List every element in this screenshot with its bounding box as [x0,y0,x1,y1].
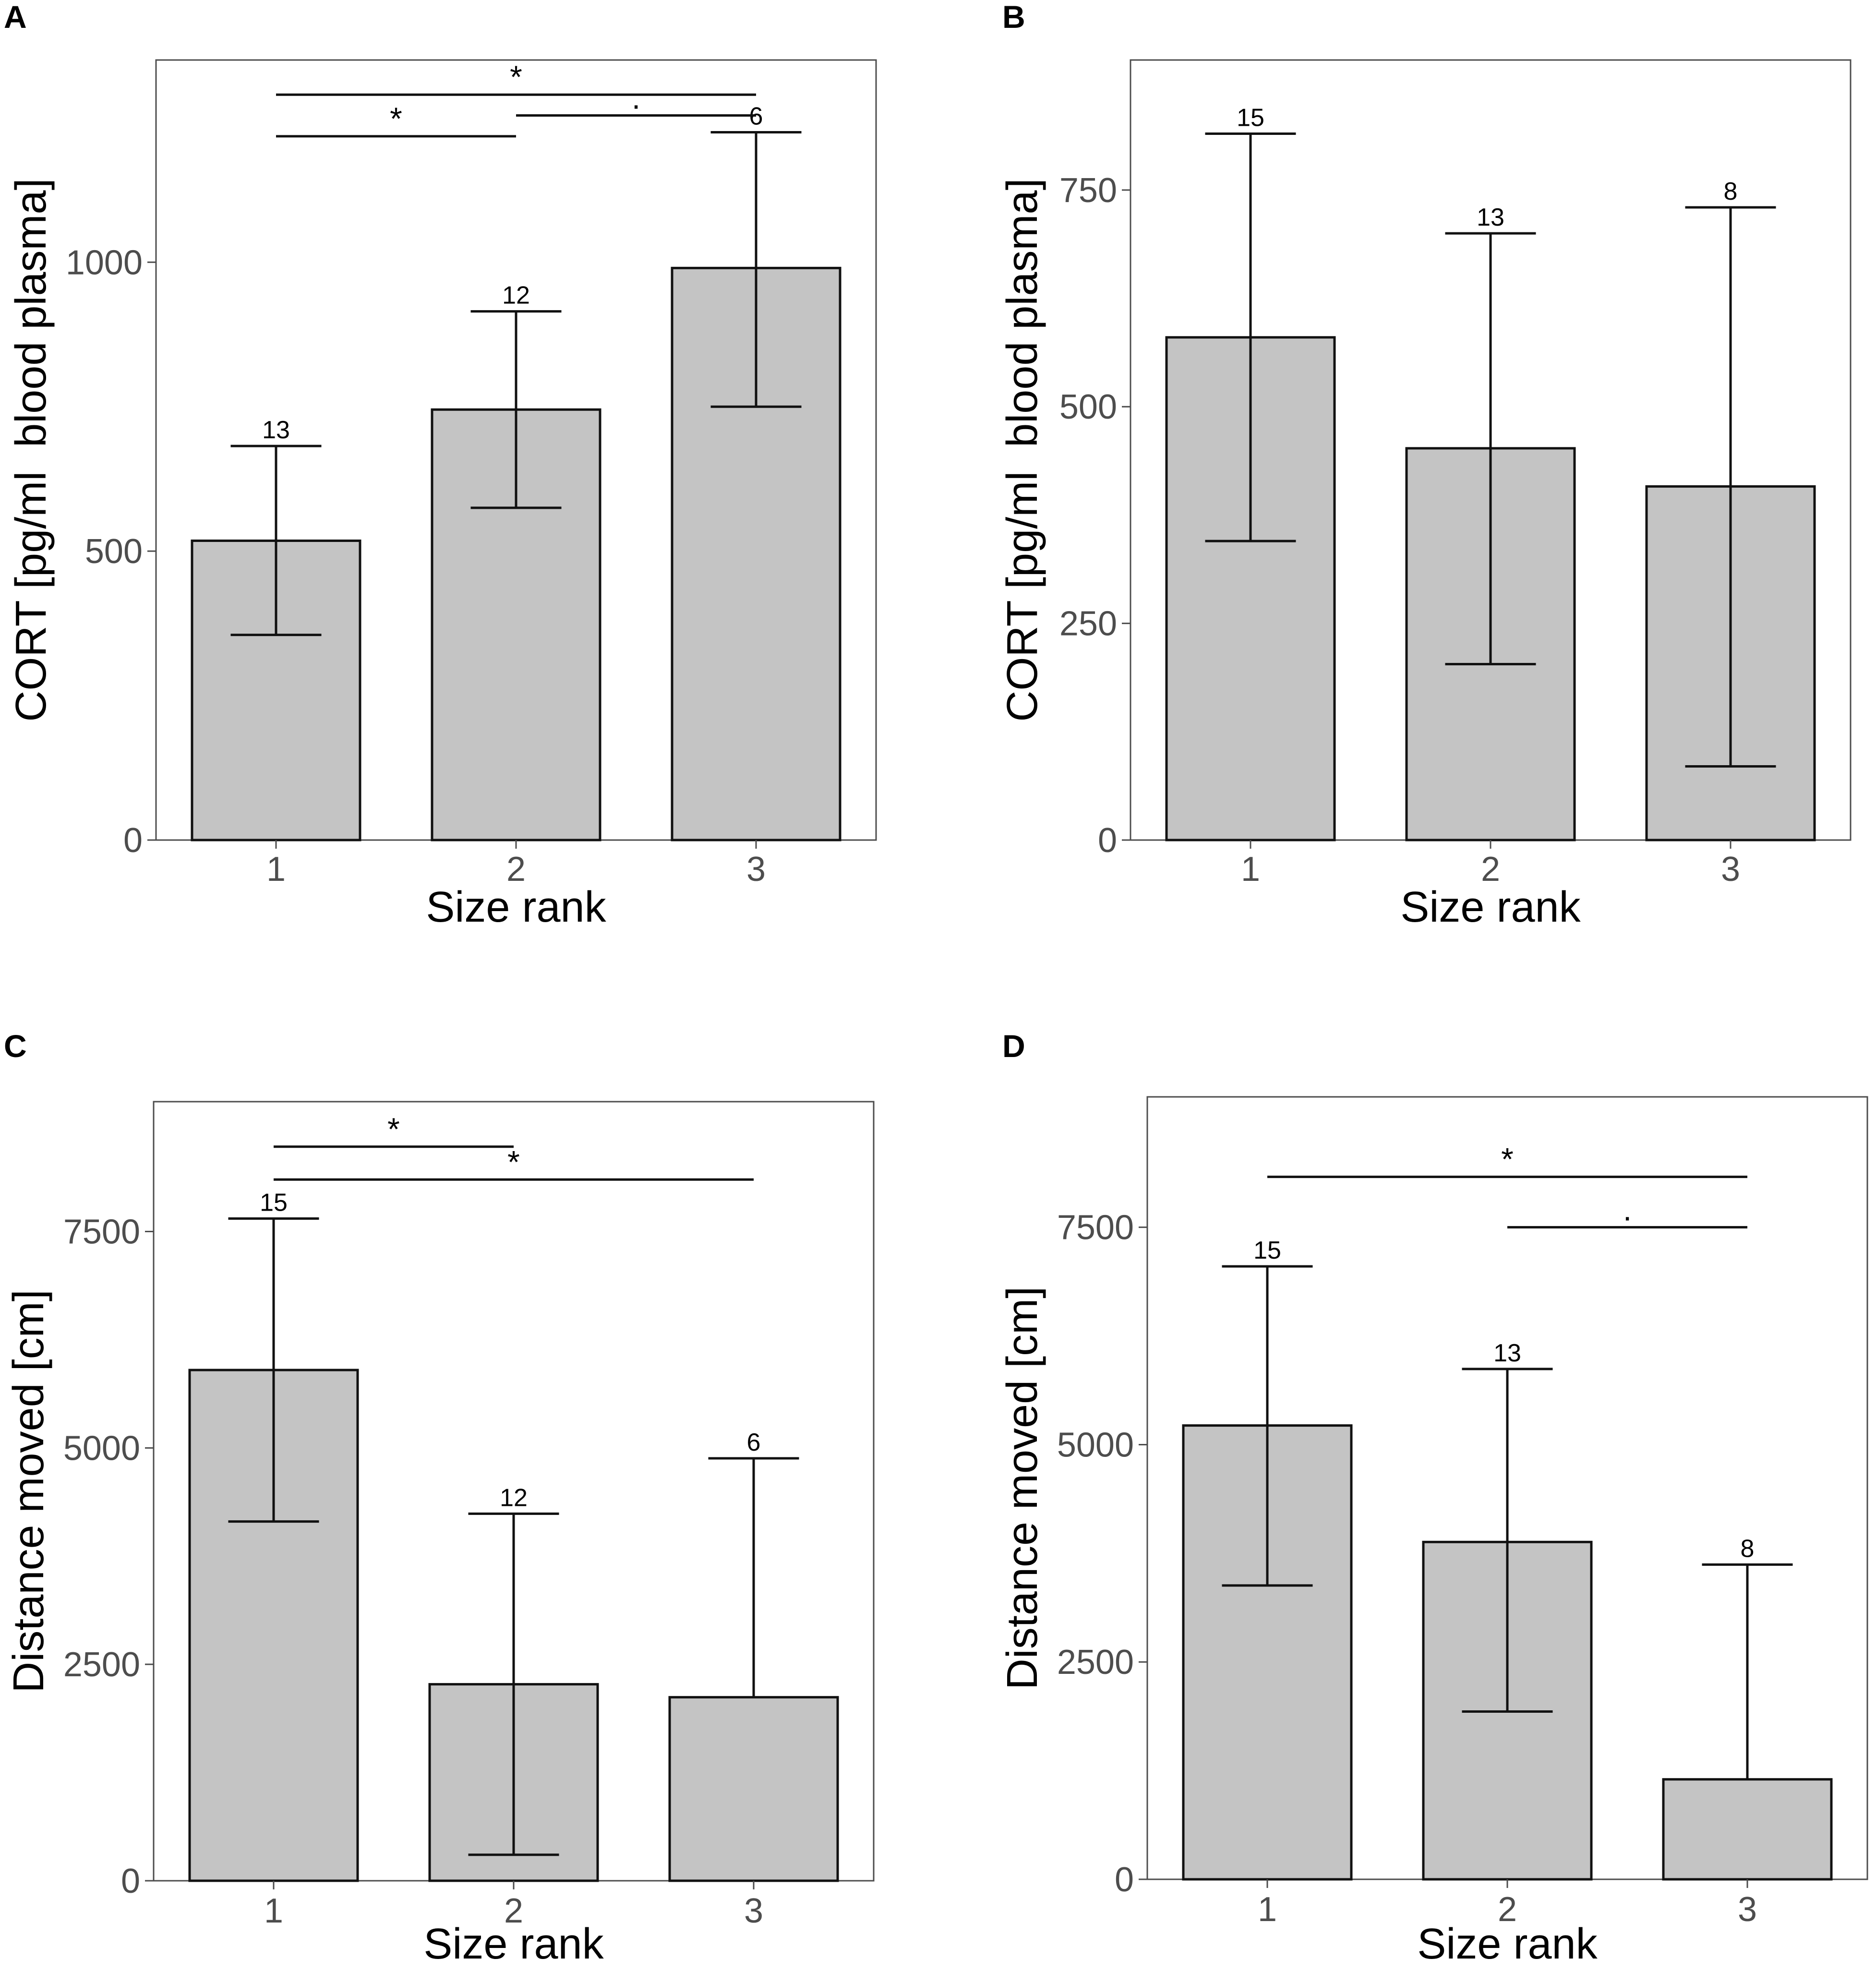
y-tick-label: 0 [123,821,143,860]
panel-letter: A [4,0,27,35]
y-tick-label: 7500 [63,1213,140,1251]
n-label: 13 [1493,1339,1521,1367]
x-axis-title: Size rank [423,1920,604,1968]
panel-letter: B [1002,0,1025,35]
n-label: 15 [1237,104,1264,132]
x-tick-label: 2 [506,850,526,889]
panel-d: D 0 2500 5000 7500 15 1 13 2 8 3 *. Size rank Distanc… [998,1028,1868,1968]
y-tick-label: 0 [1098,821,1117,860]
y-tick-label: 750 [1059,171,1117,210]
n-label: 13 [262,416,290,444]
x-tick-label: 1 [266,850,286,889]
significance-label: . [1623,1192,1632,1227]
y-tick-label: 500 [85,532,143,571]
n-label: 15 [260,1189,288,1216]
x-tick-label: 3 [746,850,766,889]
x-tick-label: 2 [1481,850,1500,889]
y-tick-label: 2500 [1057,1643,1134,1682]
significance-label: * [510,59,522,95]
y-tick-label: 7500 [1057,1209,1134,1247]
x-axis-title: Size rank [1400,883,1581,931]
y-tick-label: 1000 [66,243,143,282]
n-label: 12 [502,282,530,310]
x-tick-label: 3 [1738,1890,1757,1929]
y-tick-label: 500 [1059,388,1117,426]
n-label: 8 [1724,178,1738,205]
n-label: 12 [500,1484,528,1512]
bar [671,266,842,841]
x-tick-label: 1 [264,1892,283,1930]
panel-letter: D [1002,1028,1025,1064]
x-tick-label: 3 [1721,850,1740,889]
x-axis-title: Size rank [426,883,606,931]
significance-label: * [387,1111,400,1147]
x-tick-label: 2 [1498,1890,1517,1929]
significance-label: * [507,1144,520,1179]
significance-label: * [390,101,402,136]
bar [668,1696,839,1882]
x-tick-label: 1 [1258,1890,1277,1929]
y-tick-label: 2500 [63,1646,140,1684]
y-tick-label: 5000 [1057,1426,1134,1464]
significance-label: . [632,80,640,116]
y-axis-title: Distance moved [cm] [998,1286,1046,1690]
panel-letter: C [4,1028,27,1064]
y-tick-label: 0 [1115,1861,1134,1899]
bar [1662,1778,1833,1881]
panel-c: C 0 2500 5000 7500 15 1 12 2 6 3 * * Size rank Distanc… [4,1028,875,1968]
n-label: 6 [747,1429,761,1456]
x-tick-label: 2 [504,1892,523,1930]
y-axis-title: Distance moved [cm] [5,1289,53,1693]
y-tick-label: 250 [1059,605,1117,643]
panel-b: B 0 250 500 750 15 1 13 2 8 3 Size rank CORT [pg/ml … [998,0,1852,931]
y-axis-title: CORT [pg/ml blood plasma] [998,178,1046,721]
y-axis-title: CORT [pg/ml blood plasma] [7,178,55,721]
significance-label: * [1501,1142,1514,1177]
y-tick-label: 5000 [63,1429,140,1467]
n-label: 13 [1477,204,1504,231]
n-label: 8 [1741,1535,1755,1562]
n-label: 15 [1253,1237,1281,1264]
x-tick-label: 1 [1241,850,1260,889]
y-tick-label: 0 [121,1862,140,1900]
x-axis-title: Size rank [1417,1920,1598,1968]
x-tick-label: 3 [744,1892,763,1930]
